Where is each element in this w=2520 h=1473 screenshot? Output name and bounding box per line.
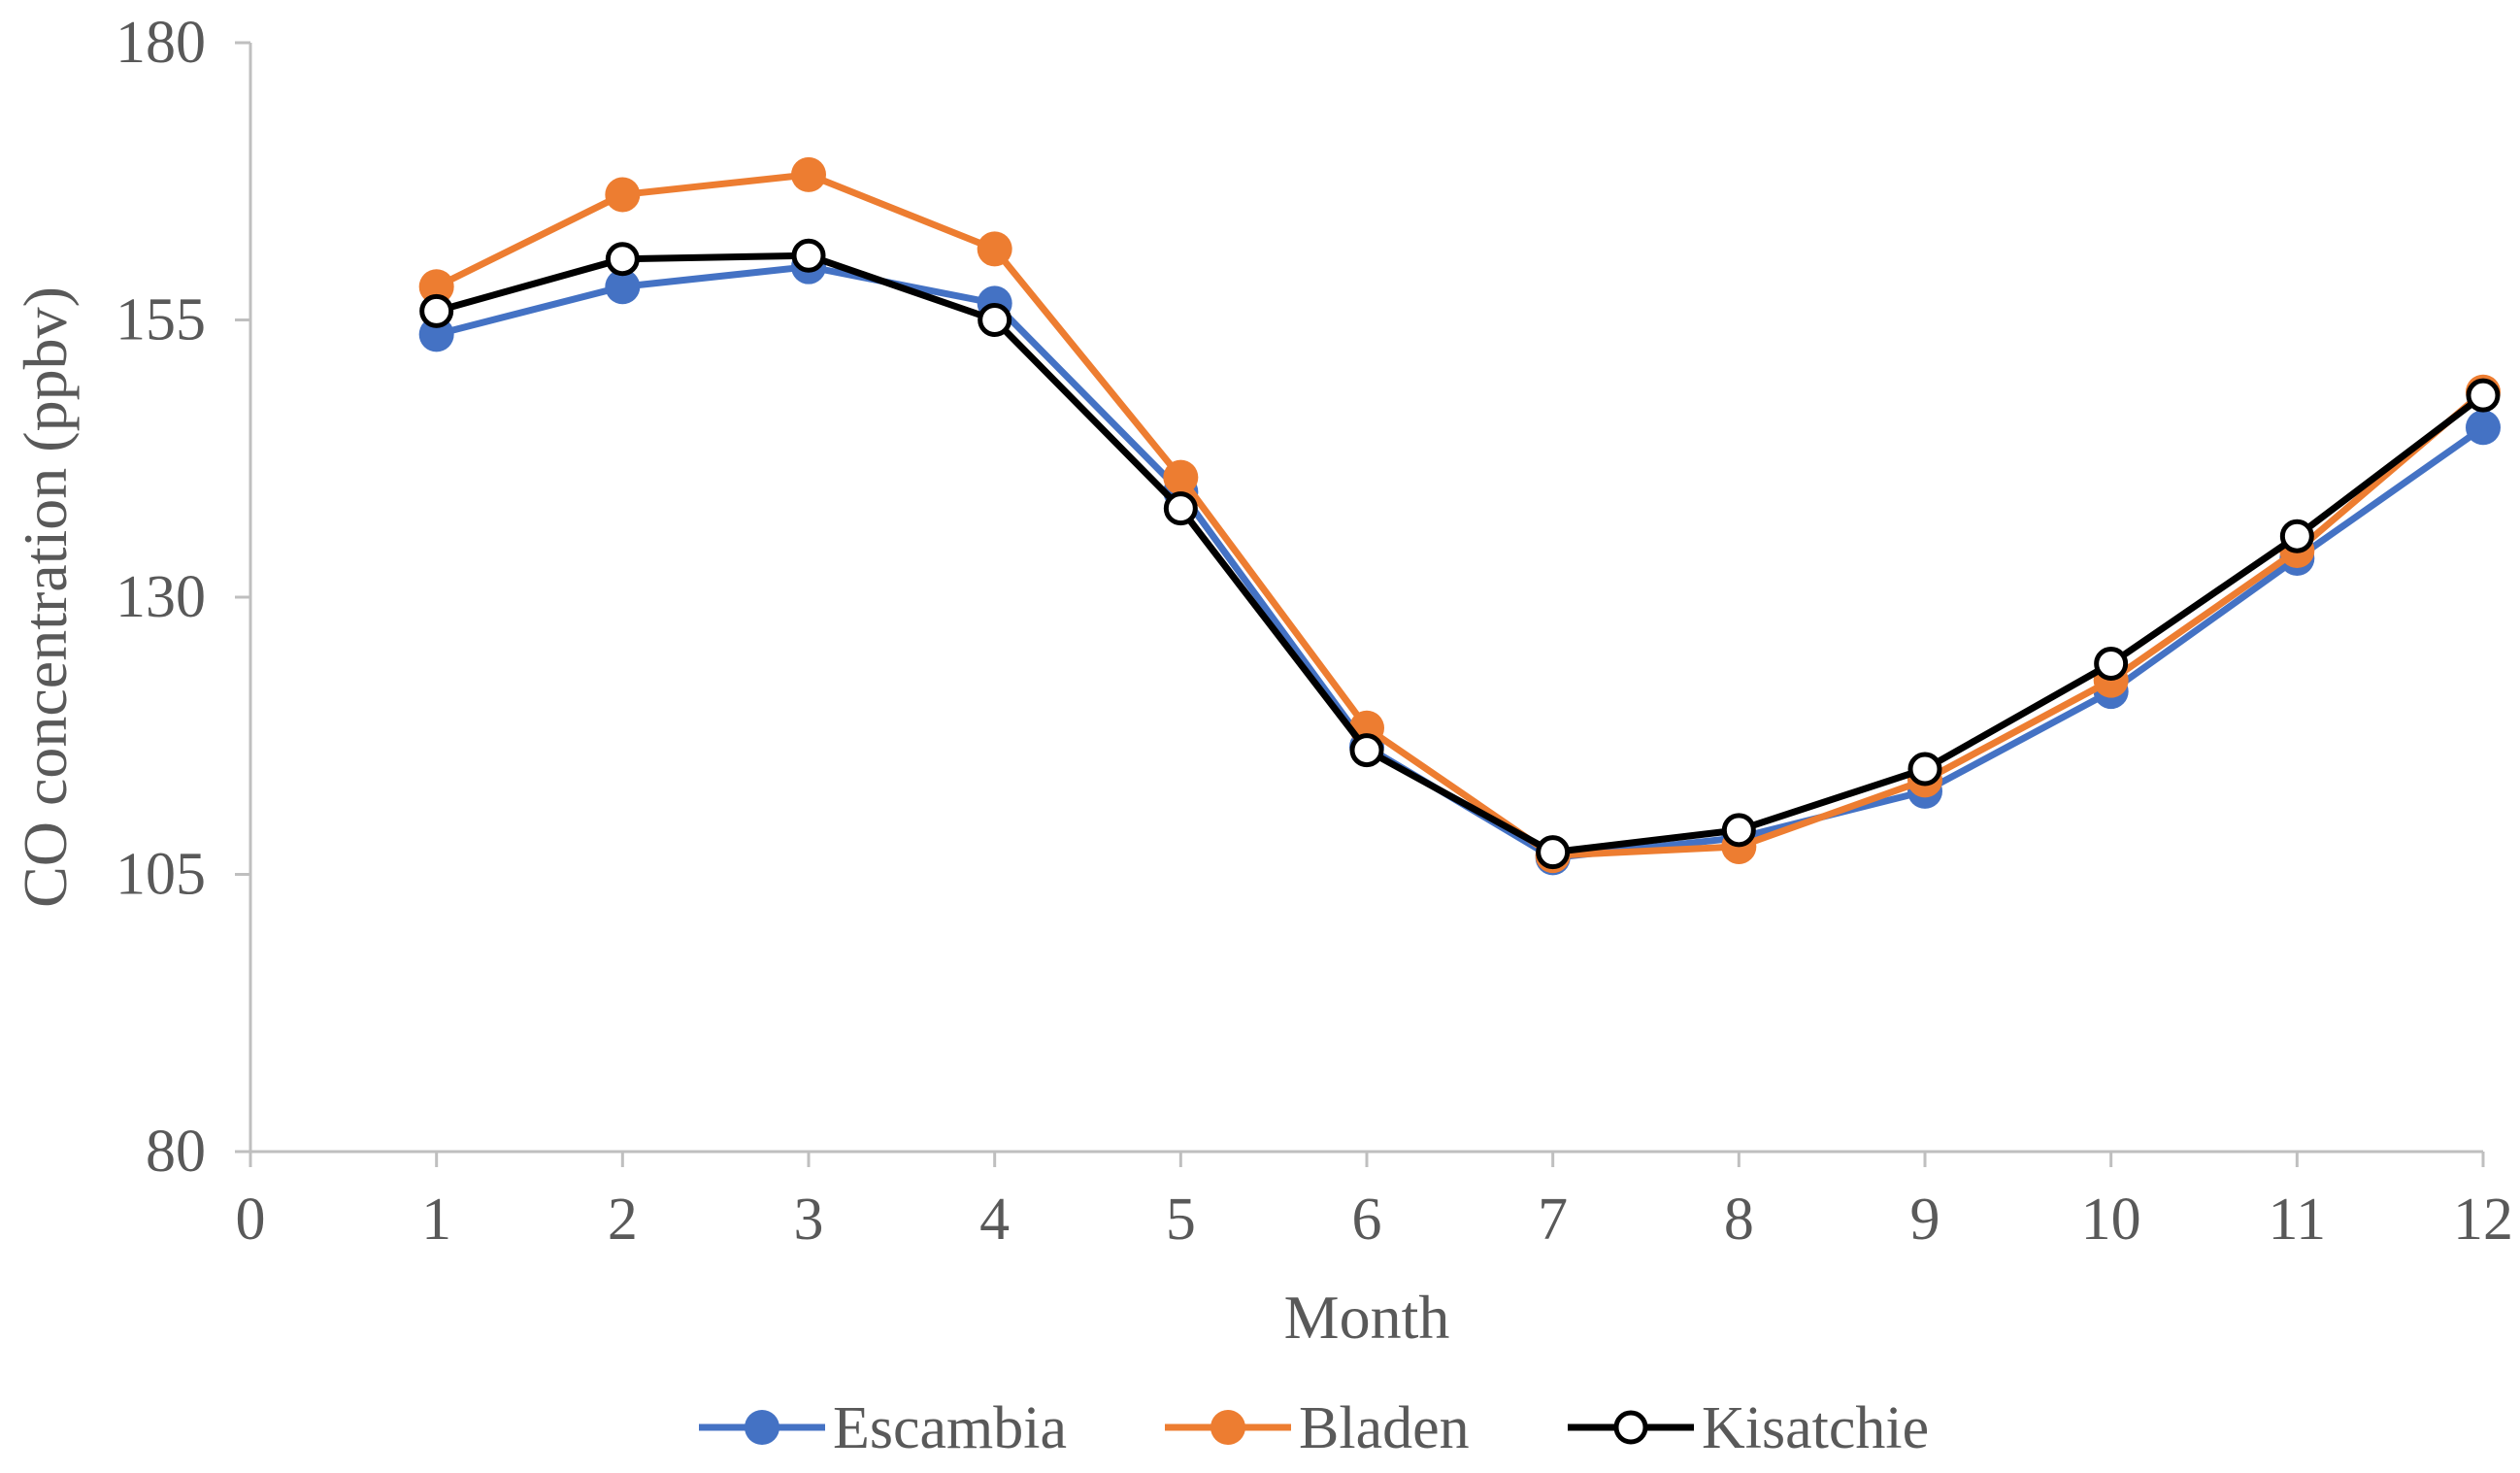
series-line-escambia (433, 263, 2487, 861)
data-point-kisatchie (1907, 752, 1942, 787)
data-point-kisatchie (419, 293, 454, 328)
x-tick-label: 10 (2081, 1187, 2141, 1253)
data-point-kisatchie (605, 242, 640, 277)
x-tick-label: 2 (608, 1187, 638, 1253)
y-tick-label: 180 (116, 10, 206, 76)
series-kisatchie (419, 238, 2501, 870)
data-point-kisatchie (1163, 491, 1198, 526)
data-point-bladen (977, 231, 1012, 267)
series-line-bladen (433, 171, 2487, 859)
legend-item-bladen: Bladen (1165, 1395, 1470, 1461)
y-tick-label: 130 (116, 564, 206, 630)
data-point-kisatchie (978, 303, 1012, 337)
data-point-bladen (605, 177, 641, 213)
x-axis-title: Month (1284, 1283, 1450, 1352)
data-point-kisatchie (1536, 835, 1571, 870)
legend-marker (1210, 1410, 1245, 1445)
x-axis-ticks: 0 1 2 3 4 5 6 7 8 9 10 11 12 (236, 1152, 2513, 1253)
x-tick-label: 8 (1724, 1187, 1754, 1253)
x-tick-label: 4 (979, 1187, 1010, 1253)
legend-item-escambia: Escambia (699, 1395, 1067, 1461)
x-tick-label: 5 (1166, 1187, 1196, 1253)
series-escambia (418, 249, 2501, 876)
y-tick-label: 155 (116, 287, 206, 353)
data-point-bladen (791, 156, 826, 192)
axes (249, 43, 2483, 1154)
legend-label: Kisatchie (1702, 1395, 1929, 1461)
x-tick-label: 12 (2453, 1187, 2513, 1253)
y-tick-label: 80 (146, 1119, 206, 1185)
data-point-kisatchie (1721, 813, 1756, 848)
legend-label: Bladen (1299, 1395, 1470, 1461)
data-point-bladen (418, 269, 454, 305)
y-axis-ticks: 80 105 130 155 180 (116, 10, 250, 1185)
data-point-kisatchie (2466, 378, 2501, 413)
y-tick-label: 105 (116, 842, 206, 908)
y-axis-title: CO concentration (ppbv) (11, 286, 80, 908)
legend: Escambia Bladen Kisatchie (699, 1395, 1929, 1461)
series-bladen (418, 156, 2501, 874)
data-point-escambia (605, 269, 641, 305)
x-tick-label: 1 (421, 1187, 451, 1253)
data-point-kisatchie (1349, 733, 1384, 768)
x-tick-label: 9 (1910, 1187, 1940, 1253)
data-point-escambia (2466, 410, 2501, 446)
x-tick-label: 3 (794, 1187, 824, 1253)
data-point-kisatchie (2094, 647, 2129, 682)
data-point-kisatchie (2279, 519, 2314, 553)
legend-label: Escambia (833, 1395, 1067, 1461)
data-point-kisatchie (791, 238, 826, 273)
legend-marker (745, 1410, 779, 1445)
x-tick-label: 6 (1352, 1187, 1382, 1253)
x-tick-label: 7 (1538, 1187, 1568, 1253)
series-layer (418, 156, 2501, 876)
legend-marker (1613, 1410, 1648, 1445)
x-tick-label: 11 (2268, 1187, 2326, 1253)
series-line-kisatchie (433, 251, 2487, 856)
legend-item-kisatchie: Kisatchie (1568, 1395, 1929, 1461)
data-point-bladen (1163, 459, 1199, 495)
x-tick-label: 0 (236, 1187, 266, 1253)
